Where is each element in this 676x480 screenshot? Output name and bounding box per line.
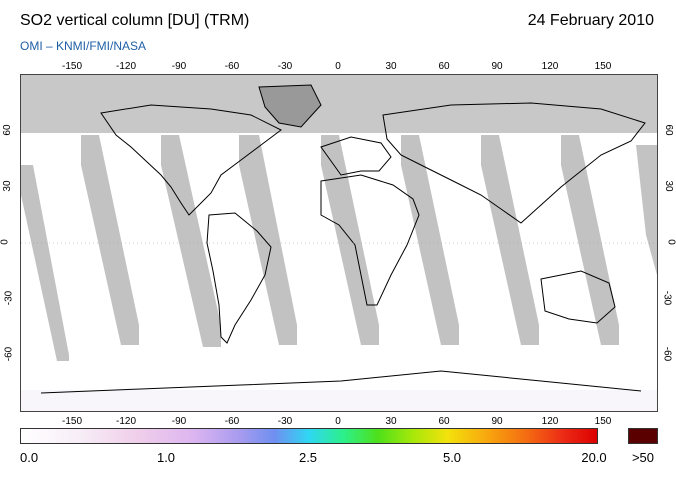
europe [320, 136, 392, 176]
lon-tick-bottom: 30 [385, 416, 397, 427]
lon-tick-top: 30 [385, 61, 397, 72]
orbit-gap [239, 135, 297, 345]
so2-colorbar [20, 428, 598, 444]
map-title: SO2 vertical column [DU] (TRM) [20, 12, 250, 29]
north-america [100, 104, 282, 216]
lon-tick-top: 150 [594, 61, 612, 72]
orbit-gap [481, 135, 539, 345]
lon-tick-bottom: -120 [115, 416, 137, 427]
no-data-band-north [21, 75, 657, 133]
lon-tick-top: -90 [171, 61, 187, 72]
lat-tick-left: 60 [2, 124, 14, 136]
lon-tick-bottom: 0 [335, 416, 341, 427]
orbit-gap [21, 165, 69, 361]
africa [320, 174, 420, 306]
lon-tick-top: 90 [491, 61, 503, 72]
world-map-svg [21, 75, 657, 411]
lon-tick-bottom: -60 [224, 416, 240, 427]
orbit-gap [401, 135, 459, 345]
colorbar-overflow-swatch [628, 428, 658, 444]
lat-tick-right: 0 [665, 239, 676, 245]
asia [382, 102, 646, 224]
lon-tick-bottom: 150 [594, 416, 612, 427]
australia [540, 270, 616, 324]
lat-tick-right: 30 [662, 180, 674, 192]
lon-tick-top: -30 [277, 61, 293, 72]
orbit-gap [81, 135, 139, 345]
antarctic-band [21, 390, 657, 411]
south-america [206, 212, 272, 344]
map-date: 24 February 2010 [527, 12, 654, 29]
lon-tick-top: -120 [115, 61, 137, 72]
orbit-gaps [21, 135, 657, 361]
lat-tick-left: -60 [3, 346, 15, 362]
orbit-gap [561, 135, 619, 345]
lon-tick-top: -150 [61, 61, 83, 72]
colorbar-label: 1.0 [156, 450, 176, 465]
antarctica [40, 370, 642, 394]
lat-tick-right: -60 [661, 346, 673, 362]
lon-tick-top: -60 [224, 61, 240, 72]
lon-tick-bottom: 120 [541, 416, 559, 427]
lat-tick-right: 60 [662, 124, 674, 136]
colorbar-label: 2.5 [298, 450, 318, 465]
colorbar-label: 0.0 [20, 450, 39, 465]
lat-tick-left: 0 [0, 239, 11, 245]
colorbar-overflow-label: >50 [631, 450, 655, 465]
lon-tick-top: 120 [541, 61, 559, 72]
coastlines [40, 84, 646, 394]
lon-tick-bottom: 90 [491, 416, 503, 427]
orbit-gap [161, 135, 221, 347]
greenland [258, 84, 322, 128]
lon-tick-top: 0 [335, 61, 341, 72]
colorbar-label: 5.0 [442, 450, 462, 465]
lon-tick-bottom: -150 [61, 416, 83, 427]
lon-tick-bottom: -30 [277, 416, 293, 427]
lon-tick-top: 60 [438, 61, 450, 72]
orbit-gap [636, 145, 657, 275]
map-subtitle: OMI – KNMI/FMI/NASA [20, 39, 147, 53]
lon-tick-bottom: 60 [438, 416, 450, 427]
lat-tick-right: -30 [661, 290, 673, 306]
lat-tick-left: 30 [2, 180, 14, 192]
colorbar-label: 20.0 [581, 450, 607, 465]
so2-map [20, 74, 658, 412]
lat-tick-left: -30 [3, 290, 15, 306]
lon-tick-bottom: -90 [171, 416, 187, 427]
